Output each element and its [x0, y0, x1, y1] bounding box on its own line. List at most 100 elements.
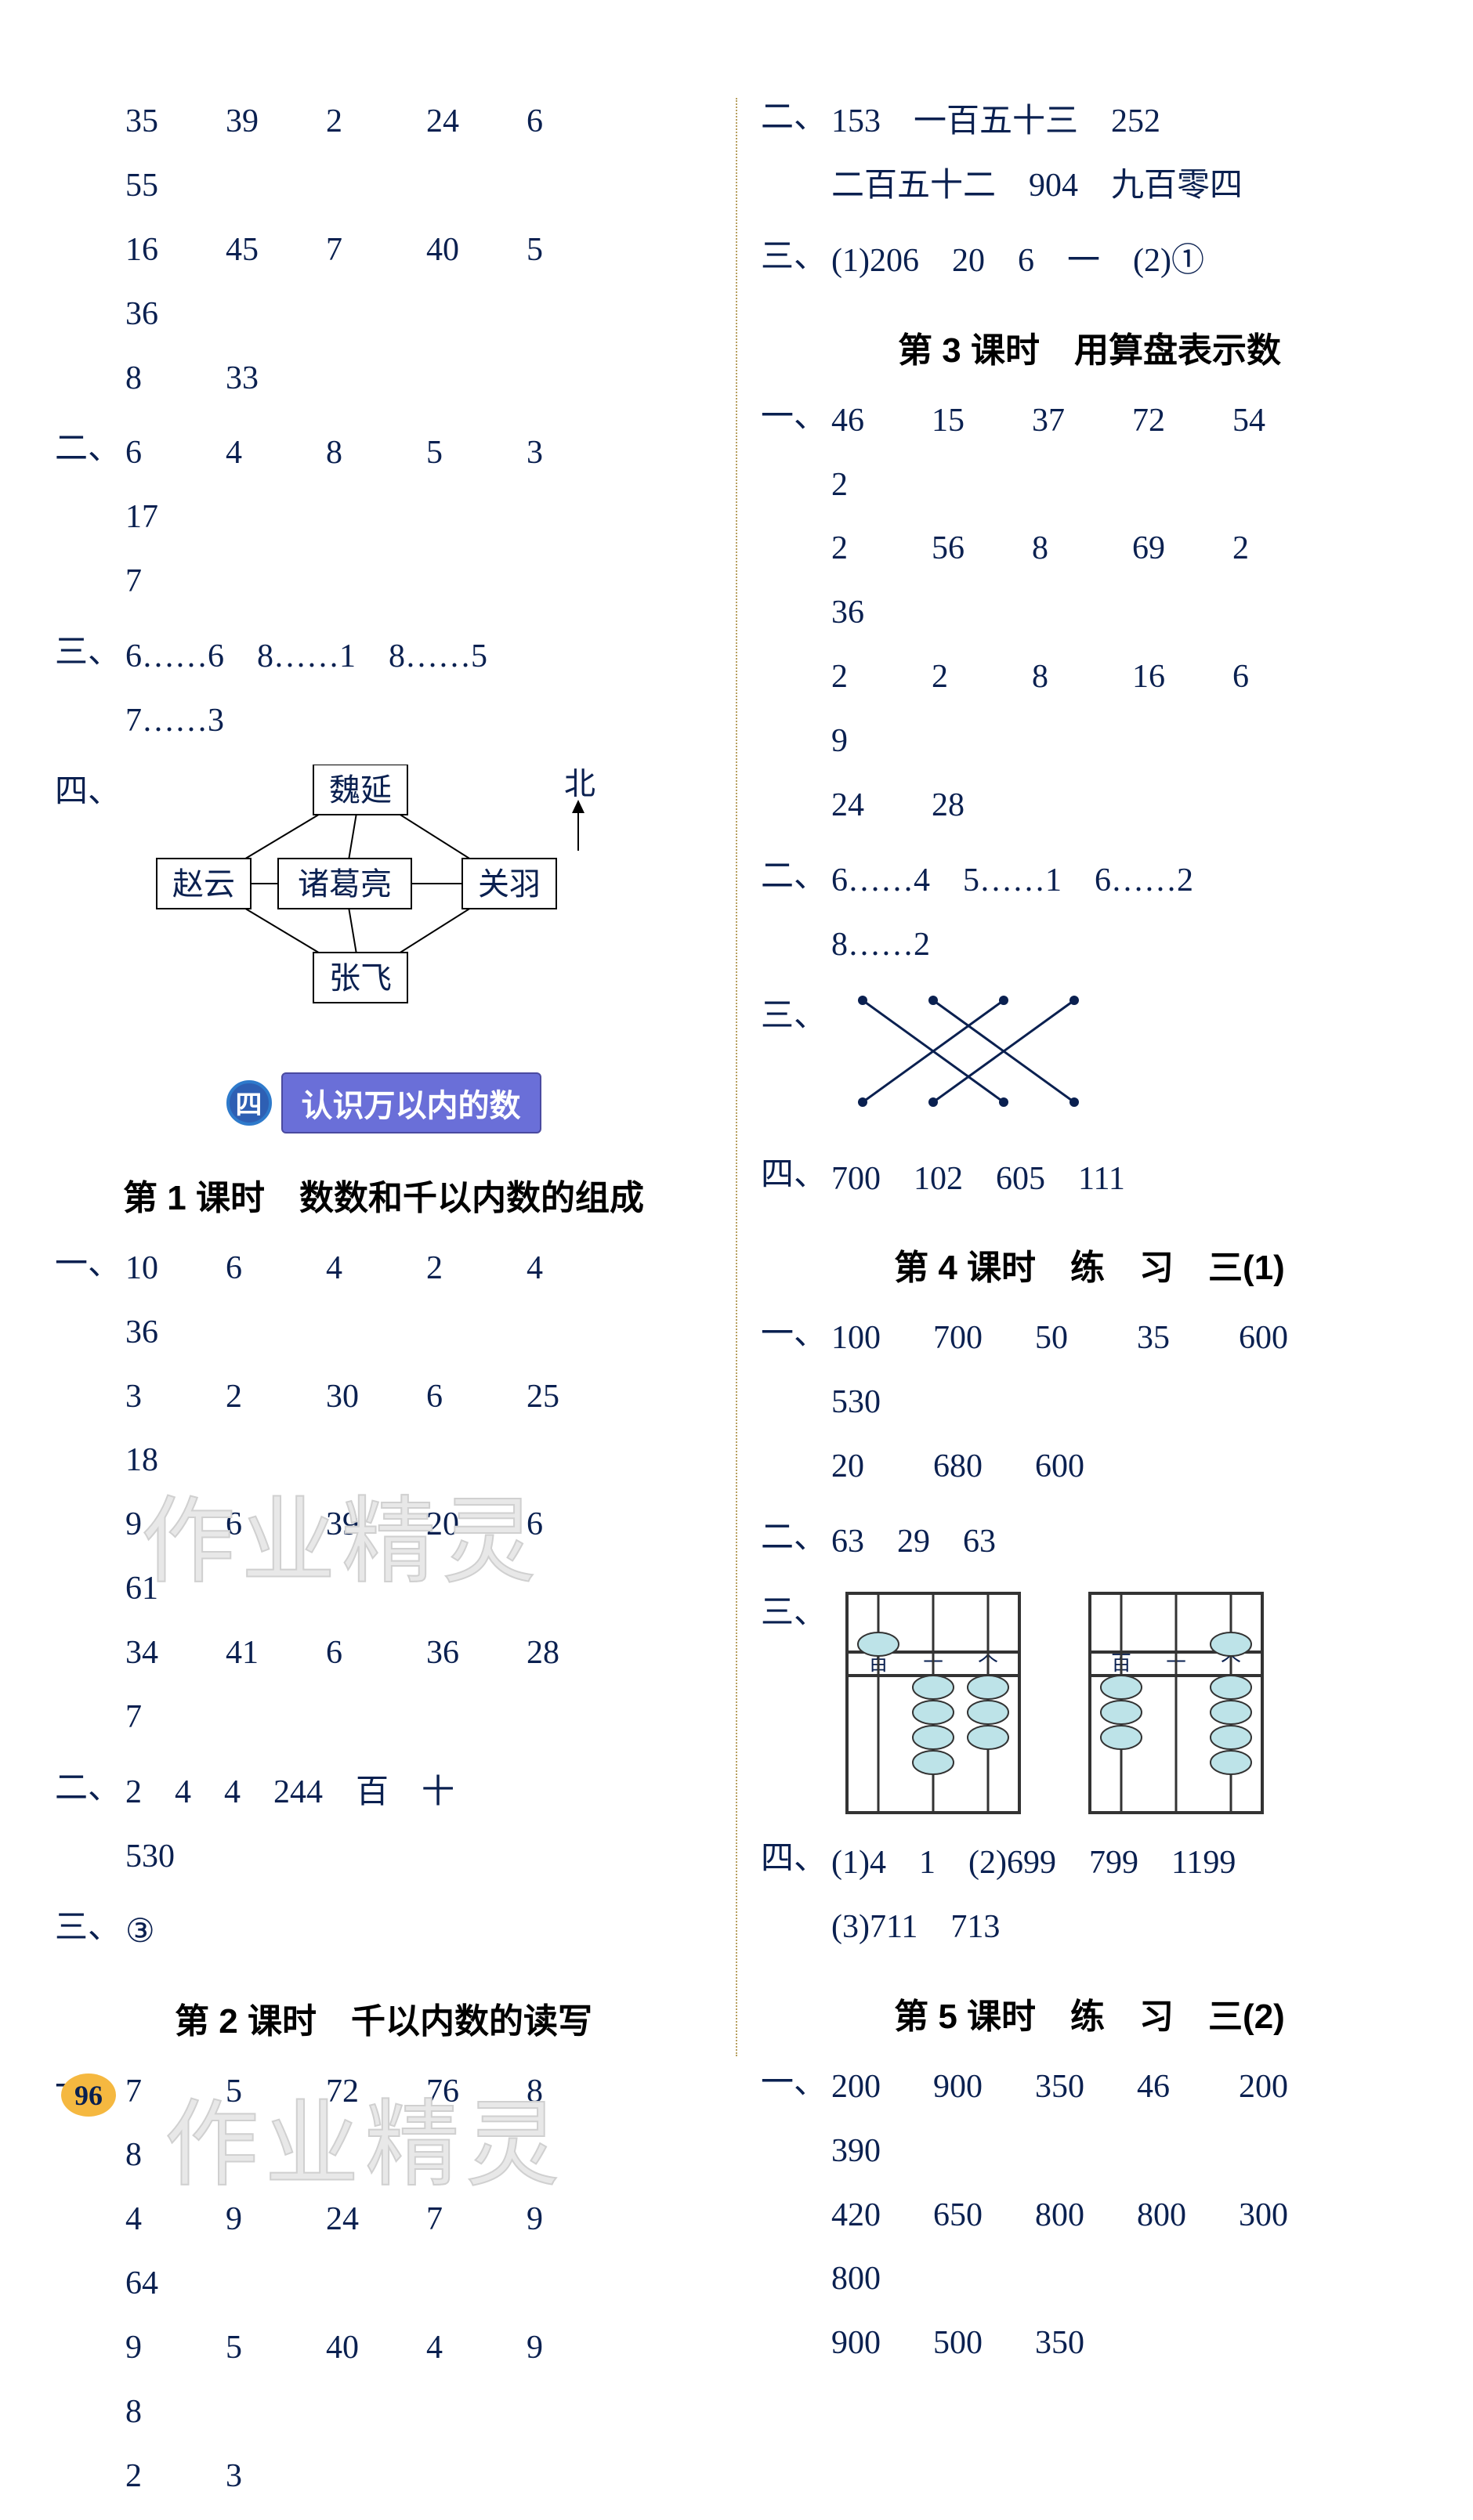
- k1-three-text: ③: [125, 1900, 712, 1965]
- k3-two: 二、 6……4 5……1 6……28……2: [761, 849, 1418, 978]
- number-cell: 7: [125, 550, 226, 614]
- number-cell: 36: [125, 1301, 226, 1365]
- number-cell: 28: [527, 1622, 627, 1686]
- number-cell: 33: [226, 347, 326, 411]
- number-cell: 8: [125, 347, 226, 411]
- number-cell: 8: [1032, 645, 1132, 710]
- number-cell: 36: [831, 581, 932, 645]
- k4-three: 三、 百十个百十个: [761, 1585, 1418, 1820]
- number-cell: 600: [1035, 1435, 1137, 1499]
- number-cell: 5: [226, 2060, 326, 2124]
- number-cell: 8: [1032, 517, 1132, 581]
- badge-text: 认识万以内的数: [281, 1072, 541, 1133]
- marker-k1-one: 一、: [55, 1237, 125, 1285]
- svg-text:关羽: 关羽: [478, 866, 541, 902]
- r-three-text: (1)206 20 6 一 (2)①: [831, 230, 1418, 294]
- k4-two-text: 63 29 63: [831, 1510, 1418, 1575]
- number-cell: 54: [1232, 389, 1333, 454]
- marker-three: 三、: [55, 625, 125, 673]
- number-cell: 35: [1137, 1307, 1239, 1371]
- number-cell: 5: [527, 219, 627, 283]
- number-cell: 41: [226, 1622, 326, 1686]
- position-diagram: 魏延赵云诸葛亮关羽张飞北: [125, 765, 611, 1015]
- k2-title: 第 2 课时 千以内数的读写: [55, 1993, 712, 2043]
- number-cell: 2: [831, 645, 932, 710]
- number-cell: 6: [527, 90, 627, 154]
- number-cell: 18: [125, 1429, 226, 1493]
- number-cell: 72: [1132, 389, 1232, 454]
- number-cell: 6: [125, 421, 226, 486]
- k4-two: 二、 63 29 63: [761, 1510, 1418, 1575]
- k1-one: 一、 106424363230625189639206613441636287: [55, 1237, 712, 1750]
- marker-r-two: 二、: [761, 90, 831, 138]
- k5-title: 第 5 课时 练 习 三(2): [761, 1988, 1418, 2038]
- number-cell: 50: [1035, 1307, 1137, 1371]
- number-cell: 17: [125, 486, 226, 550]
- page-columns: 35392246551645740536833 二、 64853177 三、 6…: [0, 0, 1473, 2520]
- number-cell: 37: [1032, 389, 1132, 454]
- right-two: 二、 153 一百五十三 252二百五十二 904 九百零四: [761, 90, 1418, 219]
- number-cell: 9: [226, 2188, 326, 2252]
- number-cell: 800: [1137, 2184, 1239, 2248]
- number-cell: 6: [226, 1237, 326, 1301]
- number-cell: 2: [1232, 517, 1333, 581]
- number-cell: 8: [326, 421, 426, 486]
- number-cell: 10: [125, 1237, 226, 1301]
- number-cell: 4: [125, 2188, 226, 2252]
- number-cell: 28: [932, 774, 1032, 838]
- k3-three: 三、: [761, 989, 1418, 1137]
- number-cell: 600: [1239, 1307, 1341, 1371]
- k4-one: 一、 100700503560053020680600: [761, 1307, 1418, 1499]
- number-cell: 6: [1232, 645, 1333, 710]
- number-cell: 5: [226, 2316, 326, 2381]
- number-cell: 24: [426, 90, 527, 154]
- number-cell: 5: [426, 421, 527, 486]
- number-cell: 3: [226, 2445, 326, 2509]
- number-cell: 8: [125, 2381, 226, 2445]
- number-cell: 25: [527, 1365, 627, 1430]
- k4-title: 第 4 课时 练 习 三(1): [761, 1239, 1418, 1289]
- marker-k4-three: 三、: [761, 1585, 831, 1633]
- right-column: 二、 153 一百五十三 252二百五十二 904 九百零四 三、 (1)206…: [737, 90, 1418, 2520]
- number-cell: 900: [831, 2312, 933, 2376]
- number-cell: 700: [933, 1307, 1035, 1371]
- number-cell: 900: [933, 2055, 1035, 2120]
- number-cell: 530: [831, 1371, 933, 1435]
- number-cell: 45: [226, 219, 326, 283]
- number-cell: 6: [426, 1365, 527, 1430]
- badge-circle: 四: [226, 1080, 272, 1126]
- k3-four: 四、 700 102 605 111: [761, 1148, 1418, 1212]
- number-cell: 8: [125, 2124, 226, 2188]
- number-cell: 69: [1132, 517, 1232, 581]
- number-cell: 15: [932, 389, 1032, 454]
- number-cell: 2: [226, 1365, 326, 1430]
- marker-k3-two: 二、: [761, 849, 831, 897]
- number-cell: 46: [1137, 2055, 1239, 2120]
- number-cell: 2: [831, 517, 932, 581]
- section-badge: 四 认识万以内的数: [204, 1072, 564, 1133]
- left-three: 三、 6……6 8……1 8……57……3: [55, 625, 712, 754]
- number-cell: 56: [932, 517, 1032, 581]
- number-cell: 350: [1035, 2055, 1137, 2120]
- number-cell: 4: [527, 1237, 627, 1301]
- marker-k3-four: 四、: [761, 1148, 831, 1195]
- number-cell: 24: [831, 774, 932, 838]
- svg-text:张飞: 张飞: [329, 960, 392, 996]
- left-column: 35392246551645740536833 二、 64853177 三、 6…: [55, 90, 736, 2520]
- number-cell: 6: [226, 1493, 326, 1557]
- marker-k4-four: 四、: [761, 1831, 831, 1879]
- number-cell: 6: [527, 1493, 627, 1557]
- svg-text:赵云: 赵云: [172, 866, 235, 902]
- number-cell: 20: [831, 1435, 933, 1499]
- number-cell: 800: [831, 2247, 933, 2312]
- number-cell: 4: [426, 2316, 527, 2381]
- marker-k1-three: 三、: [55, 1900, 125, 1948]
- number-cell: 200: [831, 2055, 933, 2120]
- left-four: 四、 魏延赵云诸葛亮关羽张飞北: [55, 765, 712, 1038]
- number-cell: 7: [125, 2060, 226, 2124]
- number-cell: 55: [125, 154, 226, 219]
- number-cell: 200: [1239, 2055, 1341, 2120]
- svg-text:诸葛亮: 诸葛亮: [298, 866, 392, 902]
- k5-one: 一、 2009003504620039042065080080030080090…: [761, 2055, 1418, 2376]
- marker-k5-one: 一、: [761, 2055, 831, 2103]
